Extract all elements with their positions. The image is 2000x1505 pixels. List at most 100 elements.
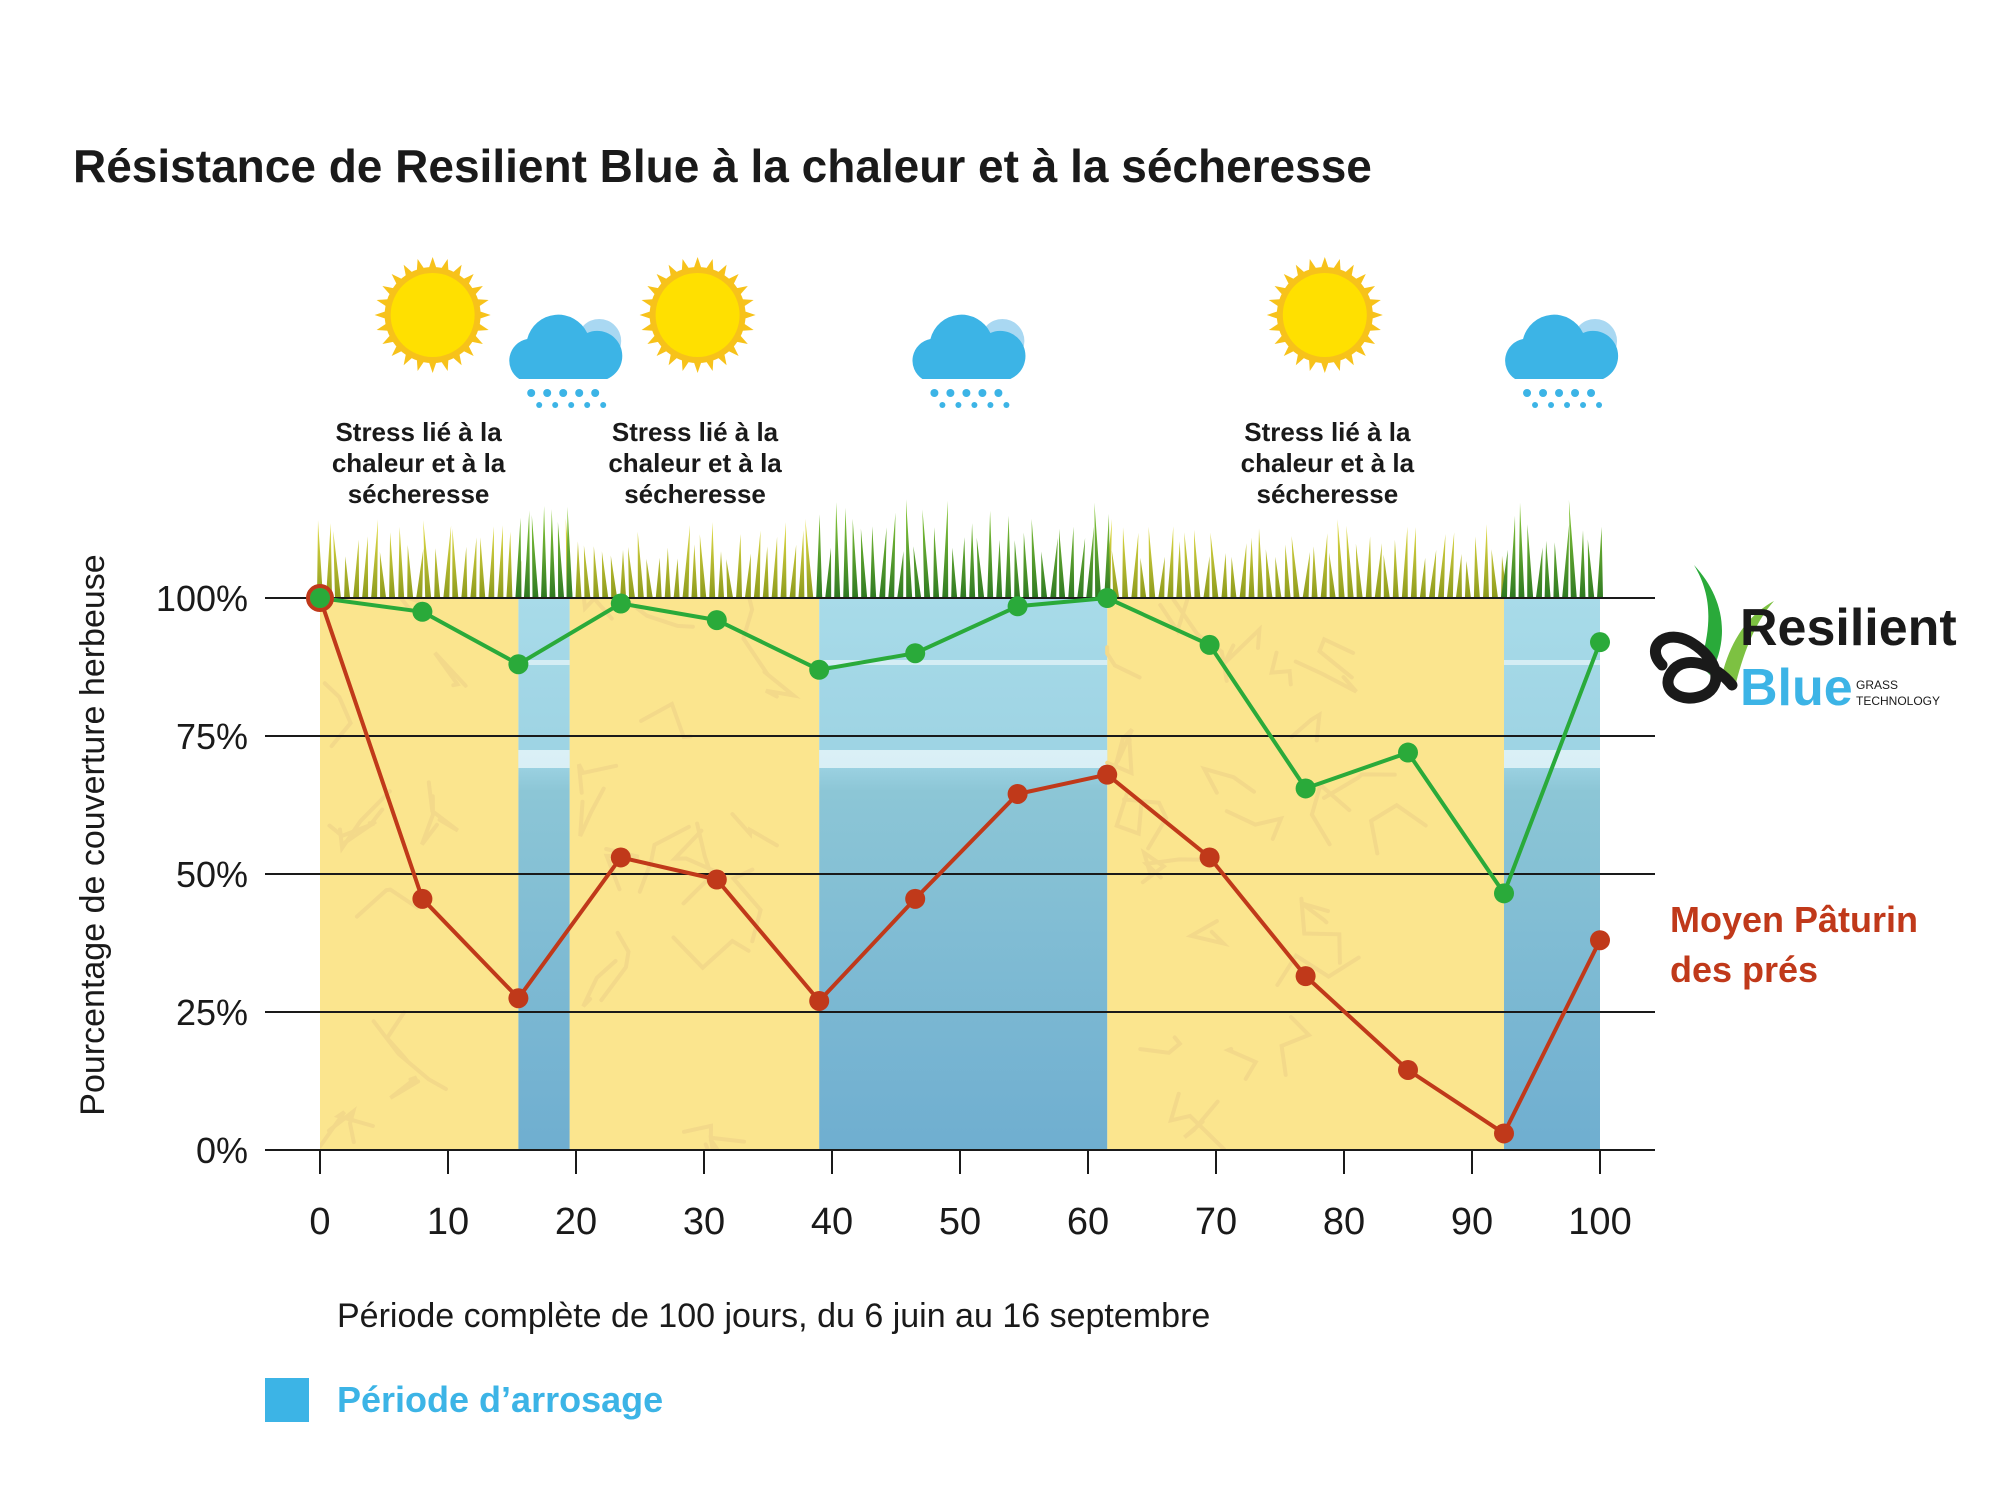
legend-label: Période d’arrosage	[337, 1379, 663, 1420]
soil-crack	[1224, 809, 1285, 841]
soil-crack	[1293, 659, 1358, 694]
dry-grass-2	[1104, 519, 1507, 598]
rain-drop	[955, 402, 962, 408]
meadow-series-label-line-1: Moyen Pâturin	[1670, 899, 1918, 940]
soil-crack	[682, 1123, 721, 1150]
y-axis-label: Pourcentage de couverture herbeuse	[74, 554, 112, 1115]
water-ripple-2	[1504, 660, 1600, 665]
x-tick-label: 30	[683, 1201, 725, 1243]
rain-drop	[600, 402, 607, 408]
stress-annotation-line: chaleur et à la	[608, 448, 782, 478]
dry-grass-1	[565, 518, 823, 598]
data-point-1	[905, 888, 926, 909]
soil-crack	[1279, 1015, 1313, 1077]
sun-icon	[1266, 257, 1383, 373]
soil-crack	[1168, 1091, 1226, 1150]
rain-drop	[962, 389, 971, 397]
soil-crack	[1105, 645, 1142, 680]
rain-drop	[584, 402, 591, 408]
data-point-1	[706, 869, 727, 890]
soil-crack	[1200, 765, 1256, 795]
axes: 0 10 20 30 40 50 60 70 80 90 100	[309, 1150, 1632, 1243]
soil-crack	[1223, 1046, 1259, 1081]
stress-annotation-line: sécheresse	[1257, 479, 1399, 509]
data-point-1	[1007, 783, 1028, 804]
data-point-1	[1199, 847, 1220, 868]
sun-ray	[1266, 310, 1279, 320]
rain-drop	[552, 402, 559, 408]
data-point-0	[310, 588, 330, 608]
rain-drop	[543, 389, 552, 397]
sun-ray	[1354, 273, 1366, 286]
sun-ray	[391, 273, 404, 286]
data-point-1	[412, 888, 433, 909]
soil-crack	[1275, 952, 1361, 987]
sun-ray	[428, 360, 437, 373]
y-tick-label: 25%	[176, 992, 248, 1033]
rain-drop	[1580, 402, 1587, 408]
green-grass-2	[1501, 499, 1603, 598]
sun-ray	[1370, 310, 1383, 320]
soil-crack	[327, 821, 375, 839]
cloud-rain-icon	[1505, 314, 1619, 408]
data-point-1	[1295, 966, 1316, 987]
rain-drop	[971, 402, 978, 408]
soil-crack	[670, 828, 717, 873]
chart-title: Résistance de Resilient Blue à la chaleu…	[73, 140, 1372, 192]
rain-drop	[527, 389, 536, 397]
soil-crack	[389, 1075, 421, 1100]
rain-drop	[575, 389, 584, 397]
rain-drop	[978, 389, 987, 397]
data-point-0	[1590, 632, 1610, 653]
sun-ray	[727, 273, 739, 286]
soil-crack	[576, 763, 619, 795]
sun-ray	[639, 310, 652, 320]
data-point-0	[1295, 778, 1316, 799]
data-point-0	[809, 659, 830, 680]
x-tick-label: 90	[1451, 1201, 1493, 1243]
rain-drop	[994, 389, 1003, 397]
logo-leaf-icon	[1694, 565, 1722, 675]
rain-drop	[536, 402, 543, 408]
gridlines: 0% 25% 50% 75% 100%	[156, 578, 1655, 1171]
grass-strip	[317, 499, 1603, 598]
y-tick-label: 0%	[196, 1130, 248, 1171]
soil-crack	[1222, 624, 1262, 665]
water-ripple-0	[518, 660, 570, 665]
x-tick-label: 10	[427, 1201, 469, 1243]
x-tick-label: 70	[1195, 1201, 1237, 1243]
soil-crack	[1114, 790, 1144, 837]
rain-drop	[1532, 402, 1539, 408]
soil-crack	[703, 1135, 746, 1150]
x-tick-label: 100	[1568, 1201, 1631, 1243]
sun-ray	[693, 360, 702, 373]
sun-ray	[462, 273, 474, 286]
logo-leaf-icon-2	[1722, 601, 1774, 683]
soil-crack	[1299, 896, 1342, 965]
rain-drop	[1564, 402, 1571, 408]
y-tick-label: 100%	[156, 578, 248, 619]
meadow-series-label-line-2: des prés	[1670, 949, 1818, 990]
logo-swirl-icon	[1650, 631, 1738, 704]
dry-soil-cracks	[320, 598, 1428, 1150]
soil-crack	[671, 935, 751, 971]
sun-disc	[1282, 273, 1367, 357]
green-grass-1	[816, 499, 1111, 598]
x-tick-label: 60	[1067, 1201, 1109, 1243]
soil-crack	[1322, 772, 1397, 800]
x-tick-label: 20	[555, 1201, 597, 1243]
soil-crack	[730, 812, 779, 848]
stress-annotation-line: Stress lié à la	[612, 417, 779, 447]
cloud-body	[509, 314, 623, 379]
data-point-0	[508, 654, 529, 675]
sun-icon	[374, 257, 491, 373]
cloud-rain-icon	[509, 314, 623, 408]
data-point-1	[1398, 1059, 1418, 1080]
data-point-0	[412, 601, 433, 622]
data-series	[306, 584, 1610, 1144]
soil-crack	[599, 930, 631, 1003]
soil-crack	[1268, 650, 1293, 687]
data-point-1	[1494, 1123, 1514, 1144]
soil-crack	[1141, 857, 1210, 880]
